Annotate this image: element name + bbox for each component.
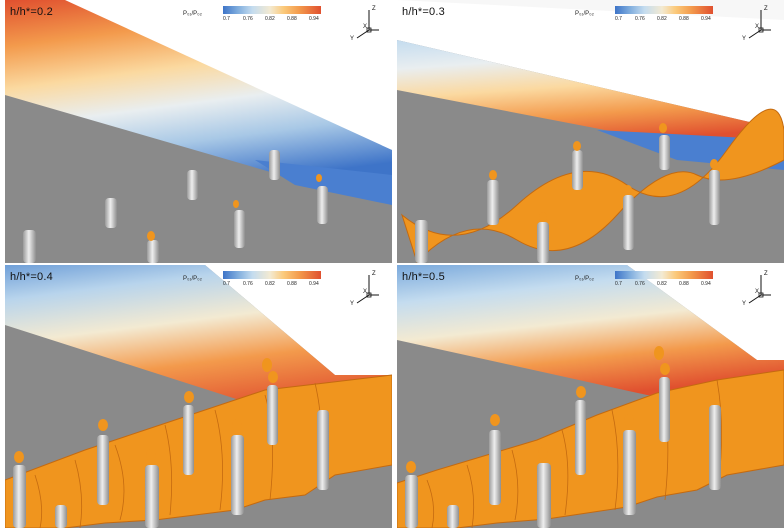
- panel-h05: h/h*=0.5 P₀₁/P₀₂ 0.7 0.76 0.82 0.88 0.94…: [397, 265, 784, 528]
- colorbar-tick: 0.7: [615, 16, 622, 22]
- colorbar-gradient: [615, 6, 713, 14]
- panel-h02: h/h*=0.2 P₀₁/P₀₂ 0.7 0.76 0.82 0.88 0.94…: [5, 0, 392, 263]
- colorbar-tick: 0.82: [657, 16, 667, 22]
- panel-label: h/h*=0.5: [402, 271, 445, 283]
- axes-triad: Z X Y: [737, 6, 773, 46]
- colorbar-title: P₀₁/P₀₂: [575, 11, 595, 17]
- colorbar-tick: 0.88: [679, 16, 689, 22]
- colorbar-tick: 0.7: [223, 281, 230, 287]
- axis-z-label: Z: [372, 6, 376, 12]
- axis-z-label: Z: [764, 271, 768, 277]
- colorbar-tick: 0.82: [265, 281, 275, 287]
- panel-h04: h/h*=0.4 P₀₁/P₀₂ 0.7 0.76 0.82 0.88 0.94…: [5, 265, 392, 528]
- scene-h02: [5, 0, 392, 263]
- axis-x-label: X: [363, 24, 368, 30]
- colorbar-tick: 0.7: [615, 281, 622, 287]
- scene-h03: [397, 0, 784, 263]
- colorbar-title: P₀₁/P₀₂: [183, 276, 203, 282]
- colorbar-tick: 0.82: [265, 16, 275, 22]
- colorbar-gradient: [223, 6, 321, 14]
- colorbar-tick: 0.76: [243, 16, 253, 22]
- axis-z-label: Z: [764, 6, 768, 12]
- colorbar-tick: 0.94: [309, 281, 319, 287]
- scene-h05: [397, 265, 784, 528]
- colorbar-title: P₀₁/P₀₂: [183, 11, 203, 17]
- axes-triad: Z X Y: [345, 6, 381, 46]
- colorbar-tick: 0.76: [243, 281, 253, 287]
- colorbar-tick: 0.94: [701, 16, 711, 22]
- axis-y-label: Y: [350, 36, 355, 42]
- axes-triad: Z X Y: [737, 271, 773, 311]
- axis-y-label: Y: [742, 301, 747, 307]
- colorbar-tick: 0.94: [701, 281, 711, 287]
- colorbar-tick: 0.7: [223, 16, 230, 22]
- scene-h04: [5, 265, 392, 528]
- axis-x-label: X: [755, 24, 760, 30]
- panel-label: h/h*=0.3: [402, 6, 445, 18]
- panel-label: h/h*=0.2: [10, 6, 53, 18]
- axis-y-label: Y: [742, 36, 747, 42]
- panel-label: h/h*=0.4: [10, 271, 53, 283]
- pillar-group: [23, 150, 328, 263]
- panel-h03: h/h*=0.3 P₀₁/P₀₂ 0.7 0.76 0.82 0.88 0.94…: [397, 0, 784, 263]
- colorbar-gradient: [615, 271, 713, 279]
- axis-x-label: X: [363, 289, 368, 295]
- colorbar-tick: 0.94: [309, 16, 319, 22]
- colorbar-tick: 0.76: [635, 16, 645, 22]
- colorbar-title: P₀₁/P₀₂: [575, 276, 595, 282]
- colorbar-tick: 0.82: [657, 281, 667, 287]
- axis-z-label: Z: [372, 271, 376, 277]
- axis-x-label: X: [755, 289, 760, 295]
- colorbar-tick: 0.88: [287, 281, 297, 287]
- colorbar-tick: 0.88: [679, 281, 689, 287]
- colorbar-tick: 0.76: [635, 281, 645, 287]
- axes-triad: Z X Y: [345, 271, 381, 311]
- colorbar-tick: 0.88: [287, 16, 297, 22]
- colorbar-gradient: [223, 271, 321, 279]
- axis-y-label: Y: [350, 301, 355, 307]
